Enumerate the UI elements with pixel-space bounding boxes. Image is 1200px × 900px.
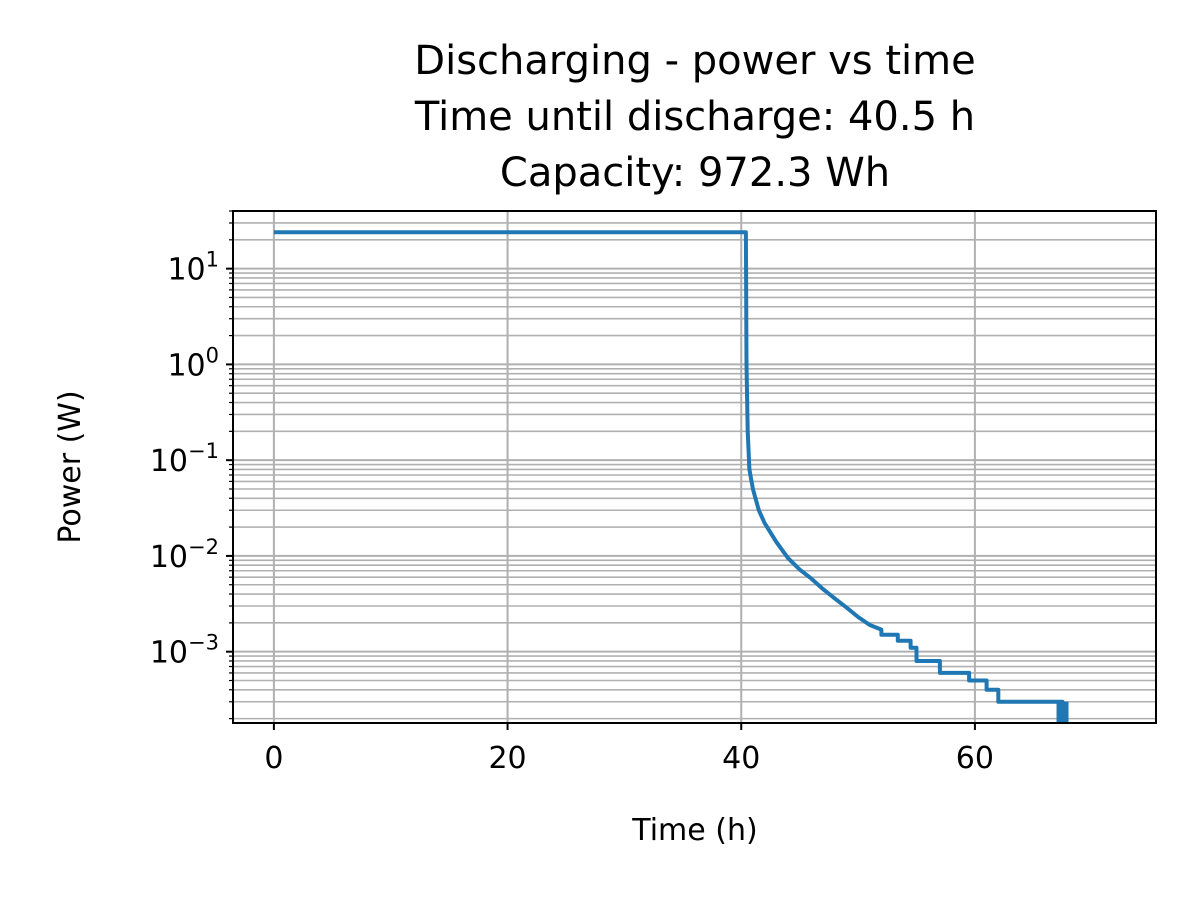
y-tick-label: 101 (167, 248, 219, 288)
grid (233, 210, 1156, 723)
series-line (273, 230, 1065, 723)
x-tick-label: 60 (956, 741, 994, 776)
y-tick-label: 10−1 (150, 439, 219, 479)
x-tick-label: 20 (488, 741, 526, 776)
y-tick-label: 10−2 (150, 535, 219, 575)
plot-frame (232, 210, 1157, 724)
chart-title-line-1: Discharging - power vs time (414, 38, 975, 84)
x-tick-label: 0 (264, 741, 283, 776)
y-axis-label: Power (W) (53, 390, 88, 543)
x-axis-label: Time (h) (631, 813, 757, 848)
tick-marks (226, 210, 976, 730)
chart-title-line-2: Time until discharge: 40.5 h (414, 94, 975, 140)
y-tick-label: 100 (167, 343, 219, 383)
y-tick-label: 10−3 (150, 631, 219, 671)
series-layer (273, 230, 1069, 723)
tick-labels: 101 100 10−1 10−2 10−3 0 20 40 60 (150, 248, 994, 776)
chart-title-line-3: Capacity: 972.3 Wh (500, 150, 890, 196)
x-tick-label: 40 (722, 741, 760, 776)
chart-title: Discharging - power vs time Time until d… (414, 38, 976, 196)
